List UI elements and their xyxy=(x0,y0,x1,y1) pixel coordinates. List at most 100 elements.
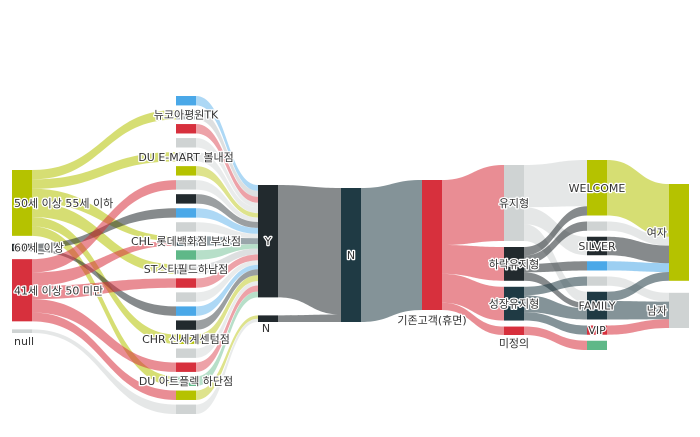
sankey-node[interactable] xyxy=(176,320,196,330)
sankey-node[interactable] xyxy=(587,276,607,286)
node-label: 유지형 xyxy=(499,197,529,210)
sankey-link xyxy=(196,264,258,316)
nodes-layer xyxy=(12,96,689,414)
sankey-node[interactable] xyxy=(176,390,196,400)
sankey-node[interactable] xyxy=(176,96,196,106)
sankey-link xyxy=(524,295,587,320)
sankey-node[interactable] xyxy=(176,264,196,274)
sankey-node[interactable] xyxy=(587,291,607,320)
sankey-node[interactable] xyxy=(176,138,196,148)
sankey-link xyxy=(32,202,176,274)
sankey-node[interactable] xyxy=(422,180,442,310)
sankey-node[interactable] xyxy=(176,334,196,344)
sankey-link xyxy=(32,110,176,180)
sankey-link xyxy=(524,261,587,273)
sankey-node[interactable] xyxy=(176,124,196,134)
node-label: SILVER xyxy=(578,240,616,253)
node-label: N xyxy=(347,249,355,262)
sankey-node[interactable] xyxy=(258,185,278,298)
sankey-link xyxy=(32,188,176,241)
sankey-node[interactable] xyxy=(176,222,196,232)
sankey-link xyxy=(196,244,258,260)
sankey-node[interactable] xyxy=(176,404,196,414)
sankey-link xyxy=(196,222,258,239)
sankey-link xyxy=(32,299,176,372)
sankey-node[interactable] xyxy=(258,315,278,322)
sankey-node[interactable] xyxy=(176,110,196,120)
node-label: 미정의 xyxy=(499,337,529,350)
sankey-node[interactable] xyxy=(176,236,196,246)
sankey-link xyxy=(196,124,258,203)
sankey-node[interactable] xyxy=(12,329,32,333)
sankey-node[interactable] xyxy=(587,160,607,216)
sankey-link xyxy=(196,208,258,234)
node-label: 기존고객(휴면) xyxy=(397,314,466,327)
sankey-link xyxy=(196,254,258,288)
node-label: 뉴코아평원TK xyxy=(154,109,219,122)
sankey-node[interactable] xyxy=(12,243,32,252)
sankey-link xyxy=(32,152,176,189)
sankey-node[interactable] xyxy=(176,292,196,302)
sankey-link xyxy=(442,165,504,245)
sankey-link xyxy=(196,291,258,386)
sankey-node[interactable] xyxy=(504,165,524,241)
sankey-node[interactable] xyxy=(669,184,689,281)
sankey-node[interactable] xyxy=(587,236,607,256)
sankey-node[interactable] xyxy=(587,325,607,335)
sankey-link xyxy=(196,248,258,274)
sankey-node[interactable] xyxy=(12,170,32,236)
sankey-node[interactable] xyxy=(341,188,361,322)
sankey-node[interactable] xyxy=(176,250,196,260)
sankey-link xyxy=(196,110,258,197)
node-label: null xyxy=(14,335,34,348)
sankey-link xyxy=(32,278,176,300)
sankey-node[interactable] xyxy=(587,221,607,231)
node-label: DU 아트플렉 하단점 xyxy=(139,374,233,388)
sankey-node[interactable] xyxy=(176,306,196,316)
sankey-node[interactable] xyxy=(176,194,196,204)
sankey-node[interactable] xyxy=(504,247,524,281)
sankey-node[interactable] xyxy=(504,326,524,335)
sankey-link xyxy=(196,194,258,228)
sankey-link xyxy=(524,326,587,350)
node-label: FAMILY xyxy=(579,300,616,313)
sankey-link xyxy=(196,180,258,222)
sankey-node[interactable] xyxy=(176,166,196,176)
sankey-node[interactable] xyxy=(587,340,607,350)
sankey-link xyxy=(32,226,176,386)
sankey-node[interactable] xyxy=(176,362,196,372)
sankey-link xyxy=(196,318,258,414)
sankey-link xyxy=(32,240,176,286)
sankey-link xyxy=(442,273,504,321)
sankey-link xyxy=(196,269,258,330)
sankey-node[interactable] xyxy=(176,208,196,218)
sankey-node[interactable] xyxy=(176,180,196,190)
node-label: CHR 신세계센텀점 xyxy=(142,333,230,346)
links-layer xyxy=(32,96,669,414)
sankey-node[interactable] xyxy=(669,292,689,328)
sankey-link xyxy=(607,272,669,301)
sankey-link xyxy=(196,96,258,191)
sankey-link xyxy=(607,261,669,272)
sankey-link xyxy=(442,302,504,335)
sankey-node[interactable] xyxy=(176,278,196,288)
labels-layer: 50세 이상 55세 이하 60세_이상 41세 이상 50 미만 null 뉴코아평원… xyxy=(13,107,669,389)
sankey-node[interactable] xyxy=(176,152,196,162)
node-label: 여자 xyxy=(647,226,667,239)
sankey-link xyxy=(32,180,176,273)
node-label: 성장유지형 xyxy=(489,298,540,311)
sankey-node[interactable] xyxy=(504,286,524,321)
sankey-node[interactable] xyxy=(176,348,196,358)
sankey-link xyxy=(607,236,669,264)
sankey-link xyxy=(32,329,176,414)
sankey-node[interactable] xyxy=(587,261,607,271)
sankey-link xyxy=(524,276,587,296)
sankey-node[interactable] xyxy=(176,376,196,386)
sankey-link xyxy=(196,315,258,400)
sankey-link xyxy=(524,206,587,256)
node-label: CHL 롯데백화점 부산점 xyxy=(131,235,241,248)
node-label: VIP xyxy=(588,324,606,337)
sankey-link xyxy=(196,138,258,208)
sankey-node[interactable] xyxy=(12,259,32,322)
sankey-link xyxy=(196,236,258,246)
